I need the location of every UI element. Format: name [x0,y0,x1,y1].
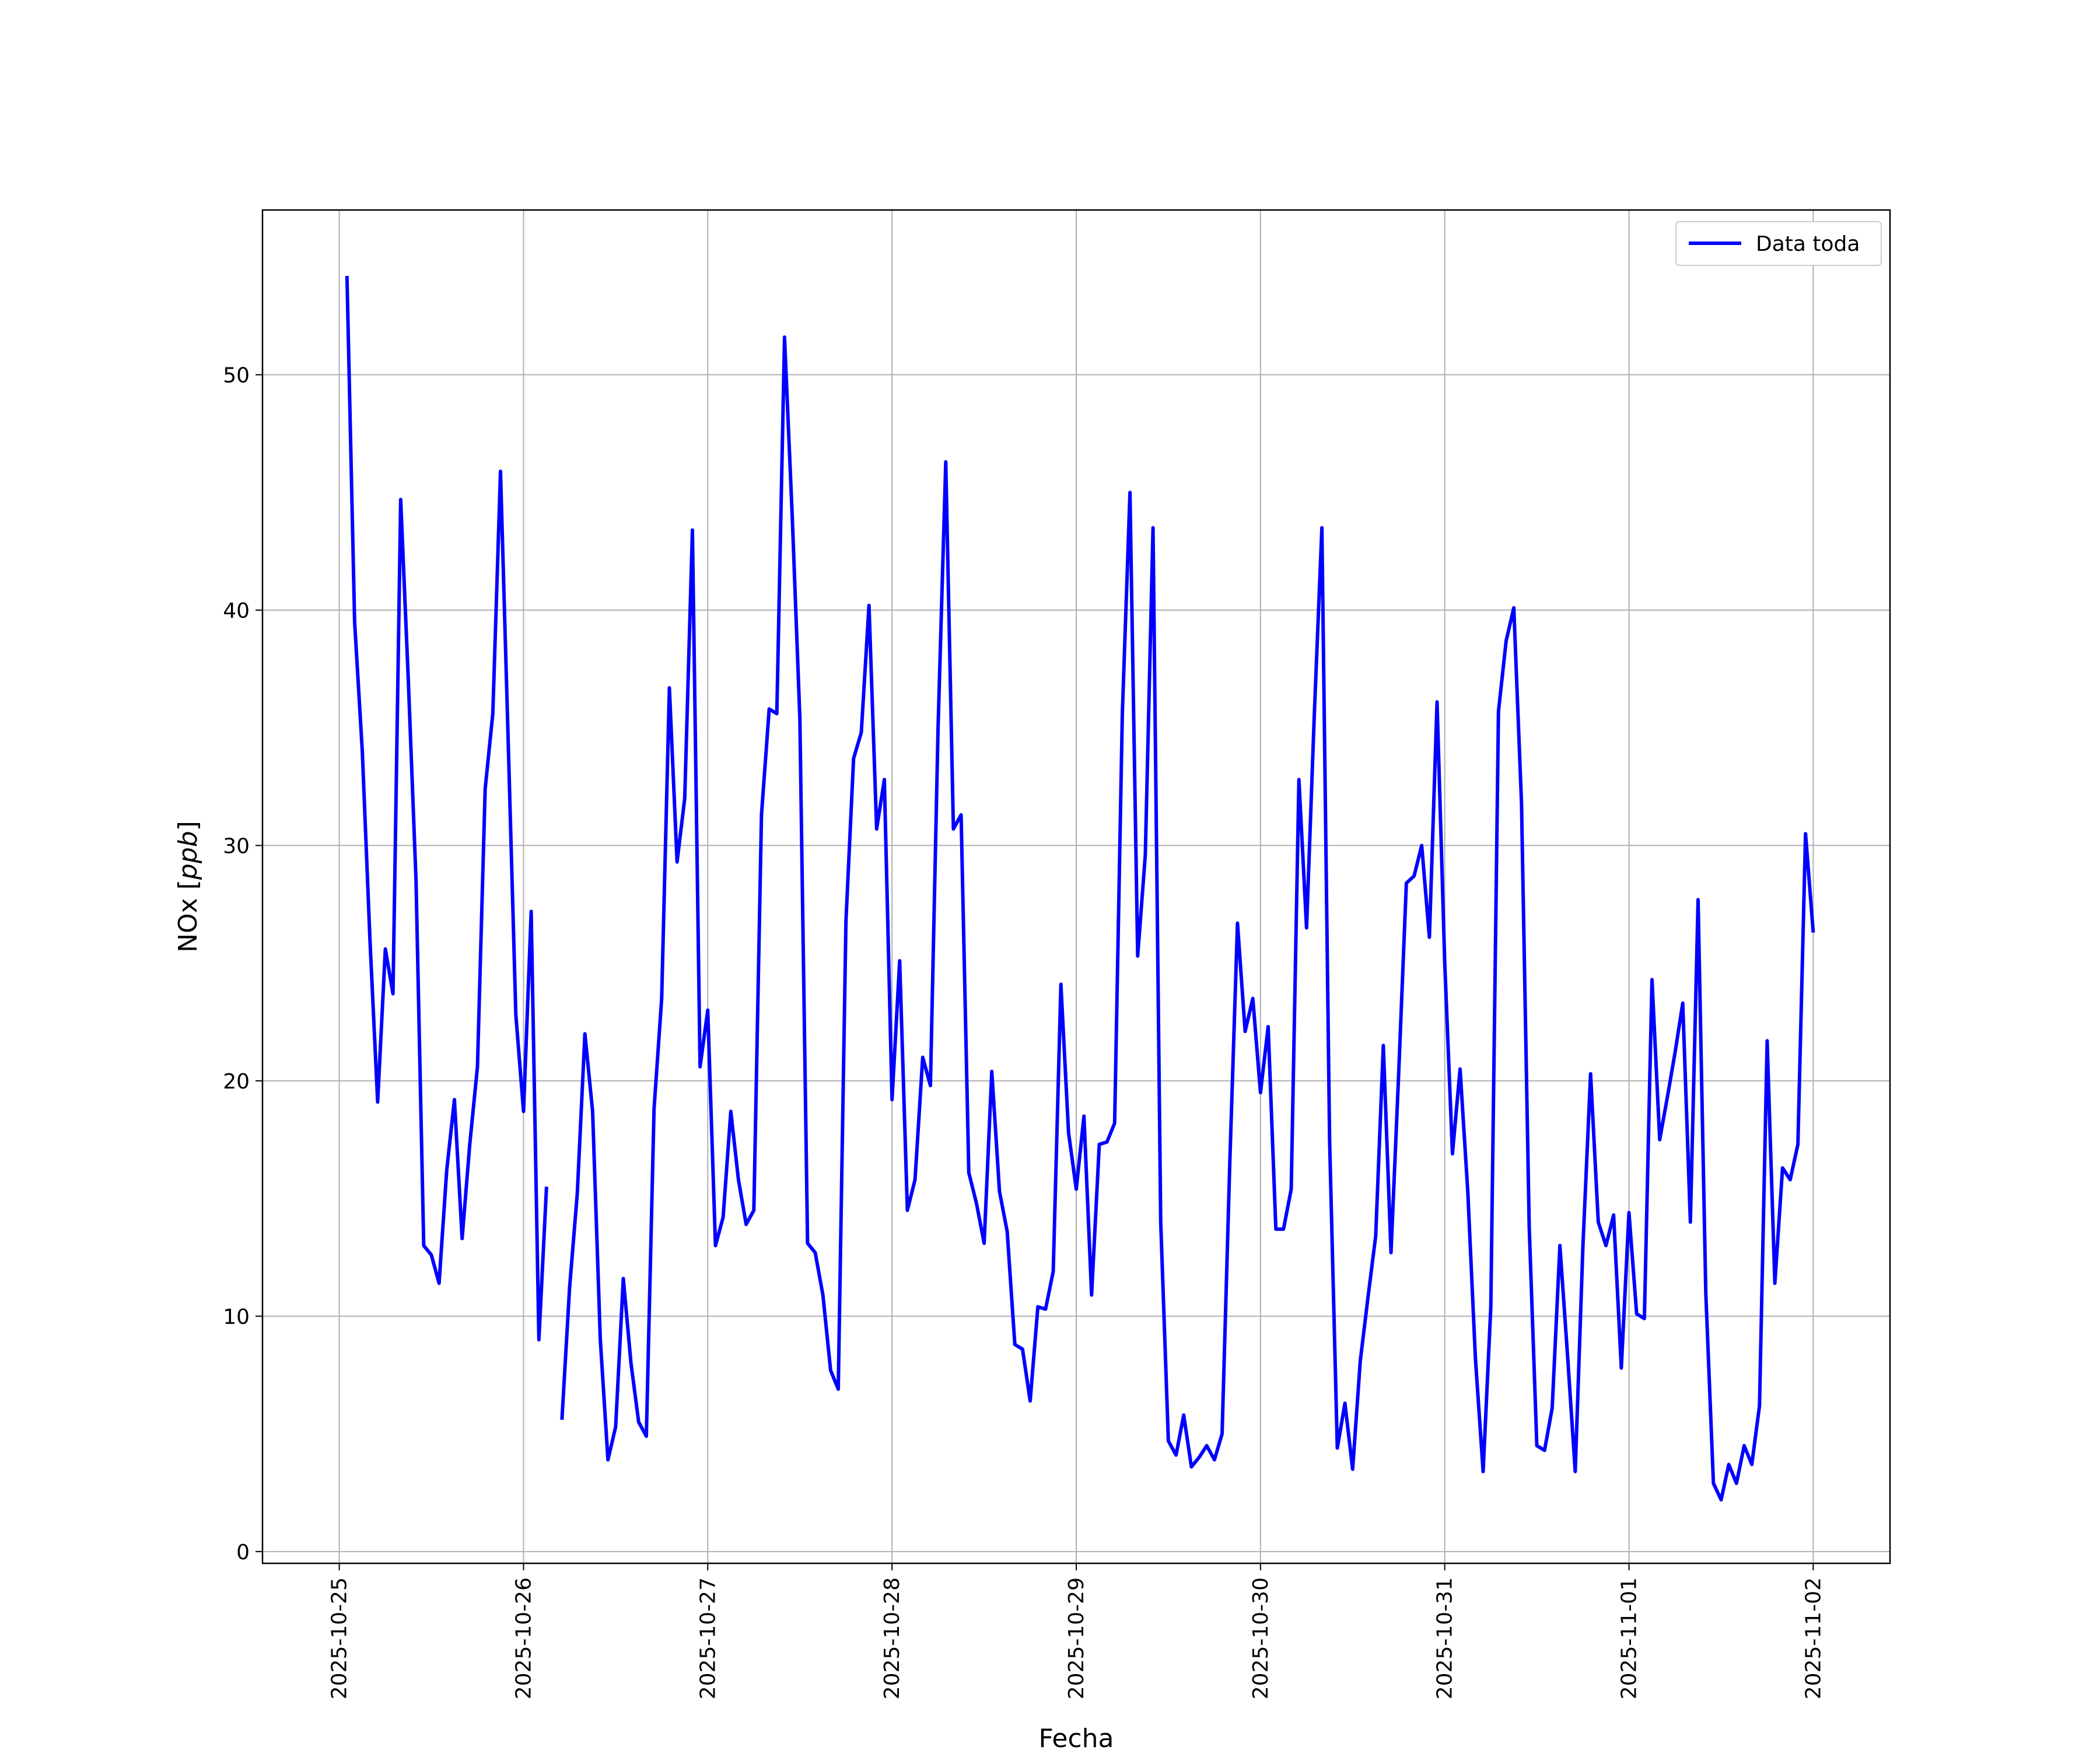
y-tick-label: 40 [223,599,250,623]
legend-label: Data toda [1756,232,1860,256]
grid-lines [262,210,1890,1563]
y-tick-label: 10 [223,1305,250,1329]
x-tick-label: 2025-10-27 [696,1577,720,1699]
x-axis-ticks: 2025-10-25 2025-10-26 2025-10-27 2025-10-28… [328,1563,1825,1699]
y-tick-label: 20 [223,1070,250,1094]
y-axis-label-bracket-open: [ [173,880,203,890]
y-axis-ticks: 0 10 20 30 40 50 [223,363,262,1564]
x-tick-label: 2025-11-02 [1801,1577,1825,1699]
y-tick-label: 50 [223,363,250,387]
y-axis-label-main: NOx [173,890,203,953]
x-tick-label: 2025-10-28 [880,1577,904,1699]
series-line [345,275,1815,1502]
y-axis-label-bracket-close: ] [173,821,203,831]
x-tick-label: 2025-10-29 [1065,1577,1088,1699]
x-tick-label: 2025-10-30 [1249,1577,1273,1699]
x-tick-label: 2025-10-31 [1433,1577,1457,1699]
x-tick-label: 2025-10-26 [512,1577,536,1699]
y-axis-label-unit: ppb [173,831,203,880]
legend: Data toda [1675,221,1882,266]
series-layer [345,275,1815,1502]
x-tick-label: 2025-11-01 [1618,1577,1642,1699]
x-tick-label: 2025-10-25 [328,1577,352,1699]
y-tick-label: 30 [223,834,250,858]
x-axis-label: Fecha [1038,1724,1114,1750]
y-axis-label: NOx [ppb] [173,821,203,953]
legend-box [1675,221,1882,266]
y-tick-label: 0 [236,1541,250,1564]
